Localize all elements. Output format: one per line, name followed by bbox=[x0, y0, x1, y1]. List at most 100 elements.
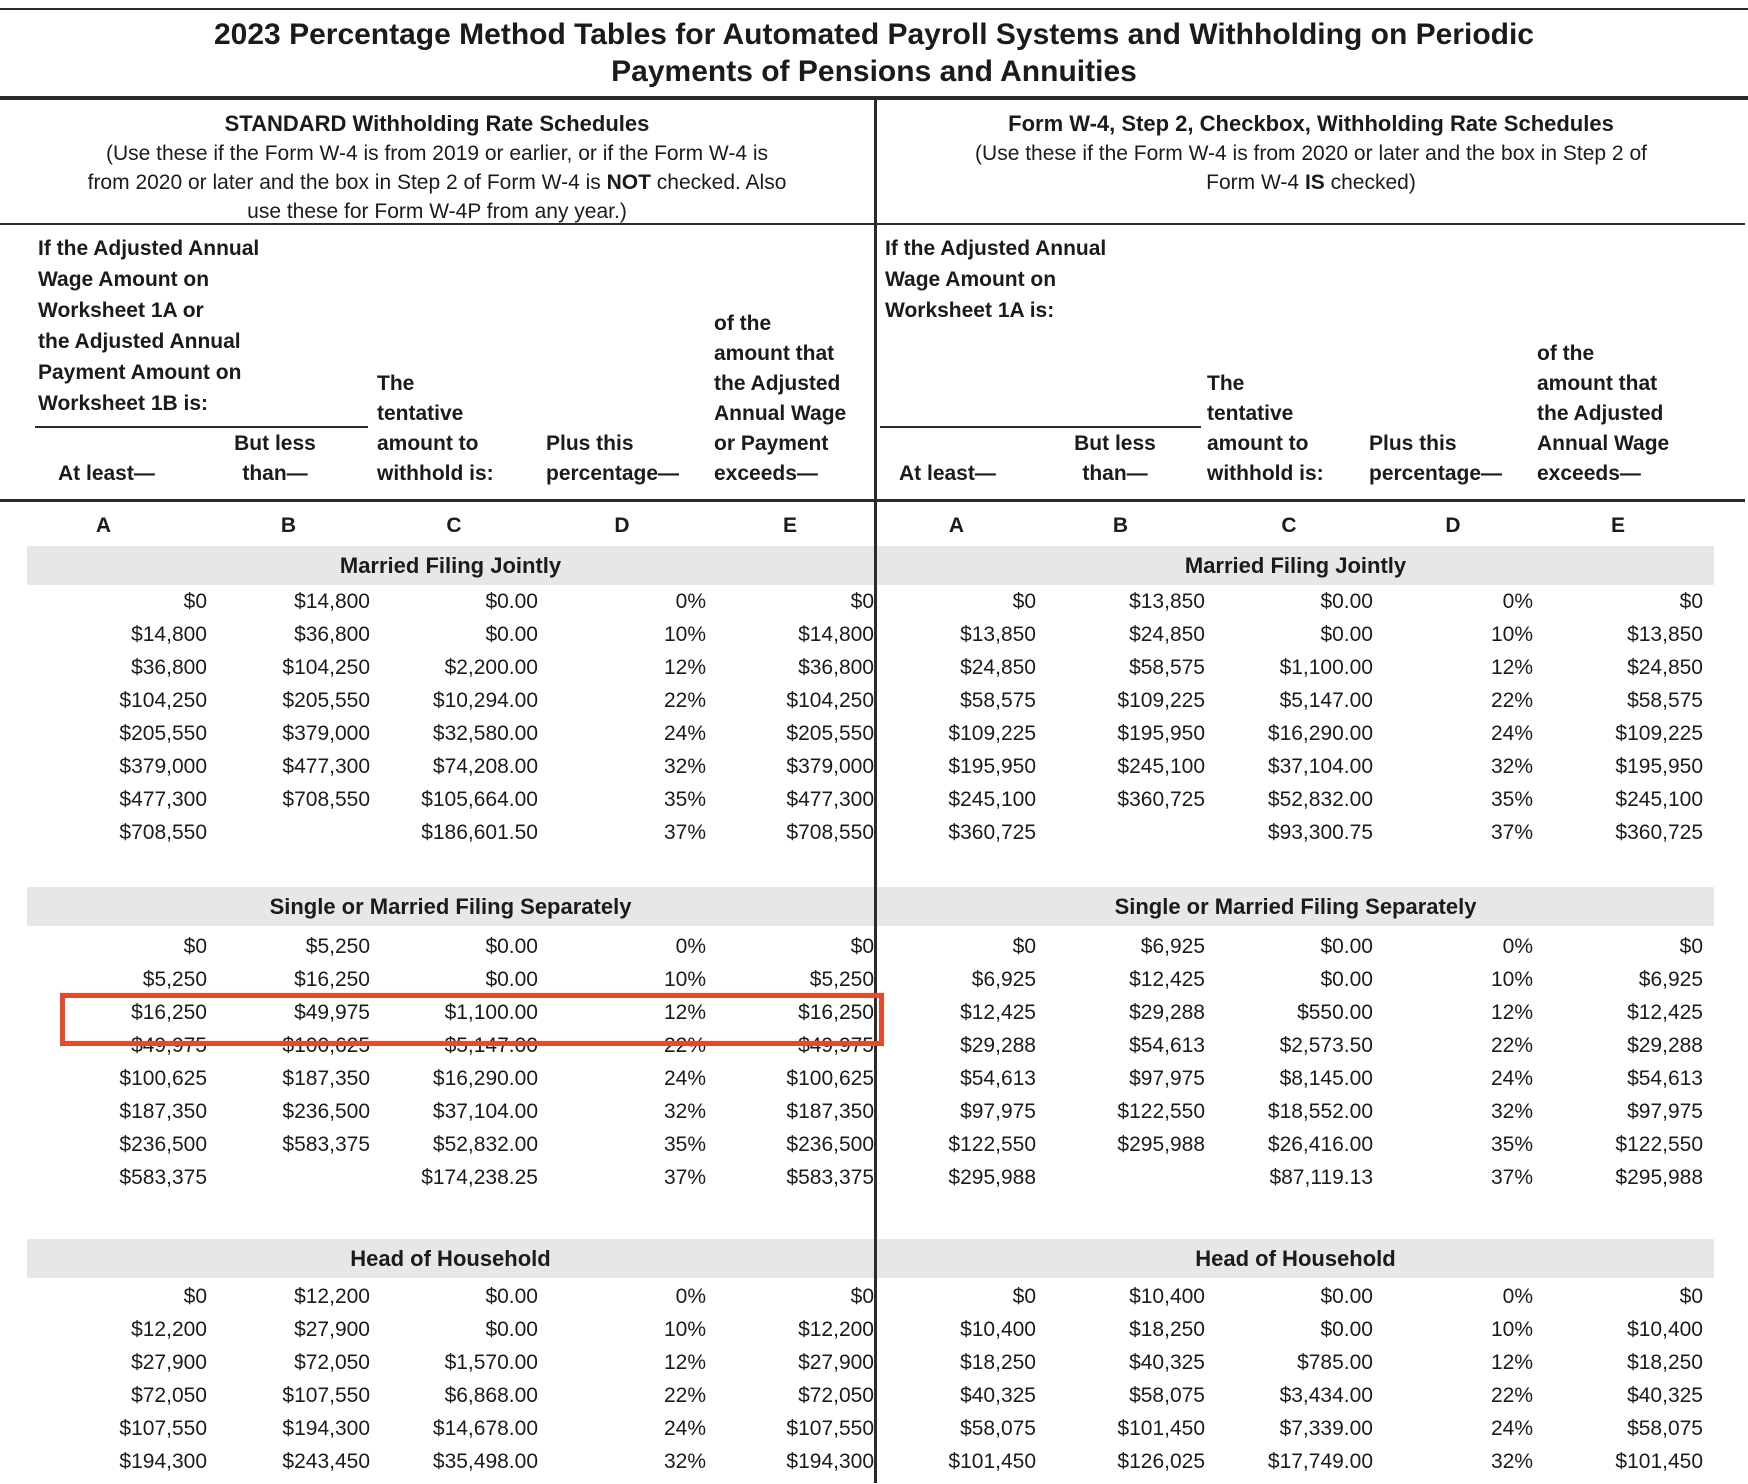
checkbox-schedule-header: Form W-4, Step 2, Checkbox, Withholding … bbox=[877, 100, 1745, 225]
header-line: But less bbox=[1074, 432, 1156, 455]
table-cell: $6,925 bbox=[1638, 968, 1703, 991]
intro-line: If the Adjusted Annual bbox=[38, 237, 260, 260]
table-cell: $0.00 bbox=[485, 1285, 538, 1308]
table-cell: $13,850 bbox=[1627, 623, 1703, 646]
table-cell: $29,288 bbox=[1129, 1001, 1205, 1024]
table-cell: 10% bbox=[663, 968, 706, 991]
table-cell: 24% bbox=[663, 1067, 706, 1090]
standard-column-letters: A B C D E bbox=[0, 502, 874, 546]
table-cell: $14,678.00 bbox=[432, 1417, 538, 1440]
table-cell: 0% bbox=[675, 590, 706, 613]
table-cell: $58,575 bbox=[960, 689, 1036, 712]
standard-hoh-table: $0 $12,200 $0.00 0% $0 $12,200 $27,900 $0.00 10%… bbox=[0, 1280, 874, 1478]
table-cell: 22% bbox=[663, 1384, 706, 1407]
checkbox-desc-line2-bold: IS bbox=[1304, 171, 1325, 194]
table-cell: $583,375 bbox=[282, 1133, 370, 1156]
table-cell: $18,250 bbox=[960, 1351, 1036, 1374]
column-letter-c: C bbox=[1281, 514, 1297, 537]
table-cell: $1,570.00 bbox=[444, 1351, 538, 1374]
table-cell: $49,975 bbox=[294, 1001, 370, 1024]
table-cell: $195,950 bbox=[1615, 755, 1703, 778]
column-letter-e: E bbox=[782, 514, 797, 537]
table-cell: $14,800 bbox=[131, 623, 207, 646]
intro-line: If the Adjusted Annual bbox=[885, 237, 1107, 260]
checkbox-desc-line2-pre: Form W-4 bbox=[1206, 171, 1305, 194]
standard-column-headers: If the Adjusted Annual Wage Amount on Wo… bbox=[0, 225, 874, 502]
table-cell: 0% bbox=[1502, 590, 1533, 613]
table-cell: 22% bbox=[1490, 689, 1533, 712]
table-cell: $52,832.00 bbox=[432, 1133, 538, 1156]
table-cell: $3,434.00 bbox=[1279, 1384, 1373, 1407]
table-cell: $583,375 bbox=[119, 1166, 207, 1189]
table-cell: $52,832.00 bbox=[1267, 788, 1373, 811]
table-cell: 35% bbox=[1490, 788, 1533, 811]
table-row: $0 $5,250 $0.00 0% $0 bbox=[0, 930, 874, 963]
header-but-less-than: But less than— bbox=[212, 429, 338, 489]
header-line: Annual Wage bbox=[714, 402, 847, 425]
table-cell: 32% bbox=[663, 1100, 706, 1123]
table-cell: $17,749.00 bbox=[1267, 1450, 1373, 1473]
header-line: amount to bbox=[377, 432, 479, 455]
table-cell: $36,800 bbox=[294, 623, 370, 646]
header-line: amount that bbox=[714, 342, 835, 365]
table-cell: $295,988 bbox=[1117, 1133, 1205, 1156]
table-row: $477,300 $708,550 $105,664.00 35% $477,300 bbox=[0, 783, 874, 816]
table-cell: $16,290.00 bbox=[1267, 722, 1373, 745]
table-cell: 37% bbox=[663, 821, 706, 844]
header-line: tentative bbox=[377, 402, 464, 425]
table-cell: $12,200 bbox=[798, 1318, 874, 1341]
table-cell: $5,250 bbox=[809, 968, 874, 991]
table-cell: $97,975 bbox=[1129, 1067, 1205, 1090]
table-cell: $236,500 bbox=[119, 1133, 207, 1156]
table-cell: $0 bbox=[1679, 590, 1703, 613]
column-letter-a: A bbox=[95, 514, 112, 537]
intro-line: the Adjusted Annual bbox=[38, 330, 241, 353]
table-cell: $708,550 bbox=[282, 788, 370, 811]
table-cell: $29,288 bbox=[1627, 1034, 1703, 1057]
intro-underline bbox=[880, 426, 1201, 428]
table-row: $583,375 $174,238.25 37% $583,375 bbox=[0, 1161, 874, 1194]
table-cell: $122,550 bbox=[1117, 1100, 1205, 1123]
table-cell: $14,800 bbox=[294, 590, 370, 613]
table-row: $195,950 $245,100 $37,104.00 32% $195,950 bbox=[877, 750, 1703, 783]
table-cell: $12,200 bbox=[131, 1318, 207, 1341]
table-cell: 32% bbox=[1490, 755, 1533, 778]
table-cell: $16,250 bbox=[798, 1001, 874, 1024]
table-cell: 37% bbox=[1490, 821, 1533, 844]
table-cell: $40,325 bbox=[1129, 1351, 1205, 1374]
table-cell: 32% bbox=[663, 1450, 706, 1473]
table-cell: $104,250 bbox=[119, 689, 207, 712]
table-cell: $7,339.00 bbox=[1279, 1417, 1373, 1440]
table-cell: 22% bbox=[663, 1034, 706, 1057]
page-title-line-1: 2023 Percentage Method Tables for Automa… bbox=[214, 18, 1534, 51]
table-row: $24,850 $58,575 $1,100.00 12% $24,850 bbox=[877, 651, 1703, 684]
table-cell: $187,350 bbox=[282, 1067, 370, 1090]
header-line: of the bbox=[714, 312, 772, 335]
table-cell: $49,975 bbox=[798, 1034, 874, 1057]
header-line: the Adjusted bbox=[1537, 402, 1664, 425]
intro-line: Worksheet 1B is: bbox=[38, 392, 208, 415]
table-cell: $0 bbox=[850, 935, 874, 958]
table-cell: 12% bbox=[663, 1001, 706, 1024]
standard-desc-line3: use these for Form W-4P from any year.) bbox=[247, 200, 627, 223]
table-row: $16,250 $49,975 $1,100.00 12% $16,250 bbox=[0, 996, 874, 1029]
table-row: $295,988 $87,119.13 37% $295,988 bbox=[877, 1161, 1703, 1194]
table-cell: $6,925 bbox=[1140, 935, 1205, 958]
table-cell: $107,550 bbox=[282, 1384, 370, 1407]
table-cell: 32% bbox=[1490, 1100, 1533, 1123]
table-cell: $8,145.00 bbox=[1279, 1067, 1373, 1090]
table-cell: $186,601.50 bbox=[421, 821, 538, 844]
table-cell: $0.00 bbox=[485, 1318, 538, 1341]
standard-desc-line2-post: checked. Also bbox=[650, 171, 787, 194]
intro-line: Worksheet 1A is: bbox=[885, 299, 1055, 322]
section-title-married-filing-jointly: Married Filing Jointly bbox=[27, 546, 874, 585]
intro-line: Worksheet 1A or bbox=[38, 299, 204, 322]
table-cell: $0 bbox=[1679, 1285, 1703, 1308]
header-line: of the bbox=[1537, 342, 1595, 365]
section-title-married-filing-jointly: Married Filing Jointly bbox=[877, 546, 1714, 585]
tables-body: STANDARD Withholding Rate Schedules (Use… bbox=[0, 100, 1748, 1483]
table-row: $0 $6,925 $0.00 0% $0 bbox=[877, 930, 1703, 963]
table-cell: $245,100 bbox=[1615, 788, 1703, 811]
header-tentative-amount: The tentative amount to withhold is: bbox=[377, 369, 494, 489]
table-cell: $97,975 bbox=[960, 1100, 1036, 1123]
